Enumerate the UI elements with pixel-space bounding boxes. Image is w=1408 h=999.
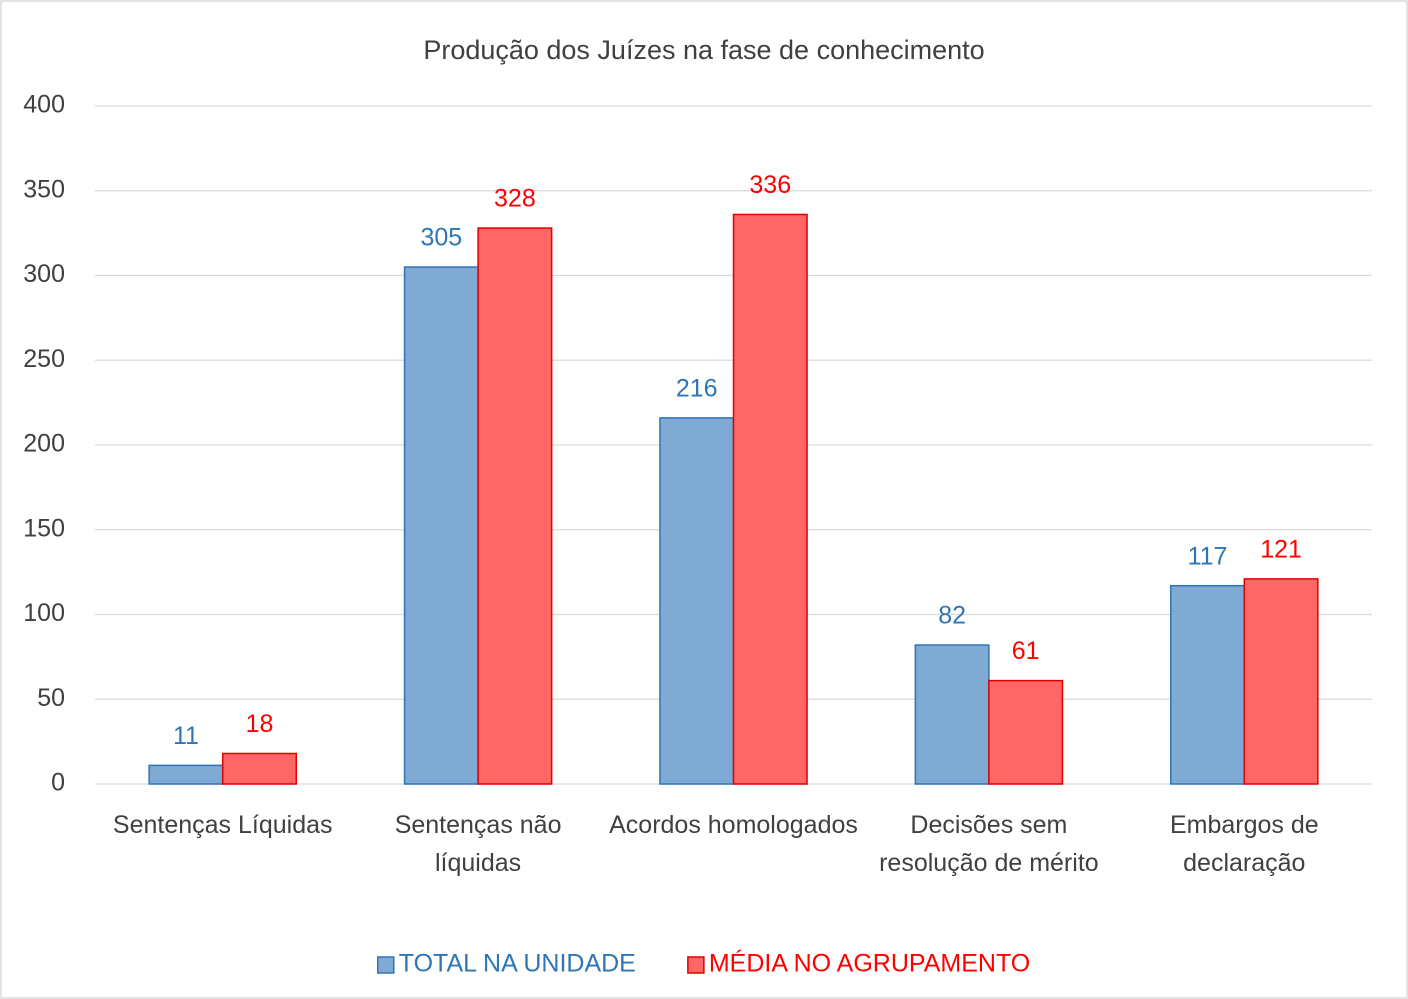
data-label: 82 [938, 602, 966, 630]
y-tick-label: 150 [23, 514, 65, 542]
legend-label: MÉDIA NO AGRUPAMENTO [709, 949, 1030, 978]
x-tick-label: Acordos homologados [609, 811, 858, 839]
x-tick-label: Embargos de declaração [1170, 811, 1319, 877]
y-tick-label: 0 [51, 769, 65, 797]
bar [221, 752, 298, 785]
data-label: 336 [749, 171, 791, 199]
x-tick-label-line: Acordos homologados [609, 811, 858, 839]
x-tick-label-line: Embargos de [1170, 811, 1319, 839]
x-tick-label: Sentenças Líquidas [113, 811, 333, 839]
bar [988, 679, 1064, 785]
y-tick-label: 300 [23, 260, 65, 288]
legend-swatch [687, 956, 705, 974]
y-tick-label: 250 [23, 345, 65, 373]
data-label: 328 [494, 185, 536, 213]
data-label: 117 [1188, 542, 1228, 570]
data-label: 61 [1012, 637, 1040, 665]
x-tick-label: Decisões sem resolução de mérito [879, 811, 1099, 877]
legend-label: TOTAL NA UNIDADE [399, 950, 636, 978]
data-label: 121 [1260, 536, 1302, 564]
bar [1169, 584, 1246, 785]
data-label: 216 [676, 374, 718, 402]
bar [732, 213, 808, 785]
legend: TOTAL NA UNIDADE MÉDIA NO AGRUPAMENTO [377, 949, 1030, 978]
x-tick-label-line: Sentenças Líquidas [113, 811, 333, 839]
bar [403, 266, 479, 785]
y-tick-label: 100 [23, 599, 65, 627]
y-tick-label: 350 [23, 175, 65, 203]
data-label: 305 [420, 224, 462, 252]
y-tick-label: 400 [23, 91, 65, 119]
x-tick-label: Sentenças não líquidas [395, 811, 562, 877]
bar [659, 417, 735, 785]
bar [914, 644, 990, 785]
x-tick-label-line: Sentenças não [395, 811, 562, 839]
data-label: 18 [246, 710, 274, 738]
x-tick-label-line: resolução de mérito [879, 849, 1099, 877]
bar [148, 764, 224, 785]
bar [1243, 578, 1319, 785]
x-tick-label-line: líquidas [435, 849, 521, 877]
y-tick-label: 200 [23, 430, 65, 458]
data-label: 11 [173, 722, 199, 750]
x-tick-label-line: Decisões sem [910, 811, 1067, 839]
x-tick-label-line: declaração [1183, 849, 1305, 877]
bar [477, 227, 553, 785]
legend-swatch [377, 956, 395, 974]
chart-title: Produção dos Juízes na fase de conhecime… [423, 35, 984, 65]
y-tick-label: 50 [37, 684, 65, 712]
